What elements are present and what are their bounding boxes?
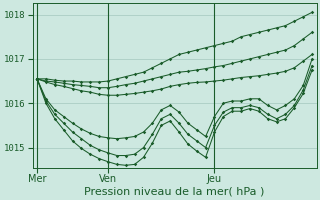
X-axis label: Pression niveau de la mer( hPa ): Pression niveau de la mer( hPa ): [84, 187, 265, 197]
